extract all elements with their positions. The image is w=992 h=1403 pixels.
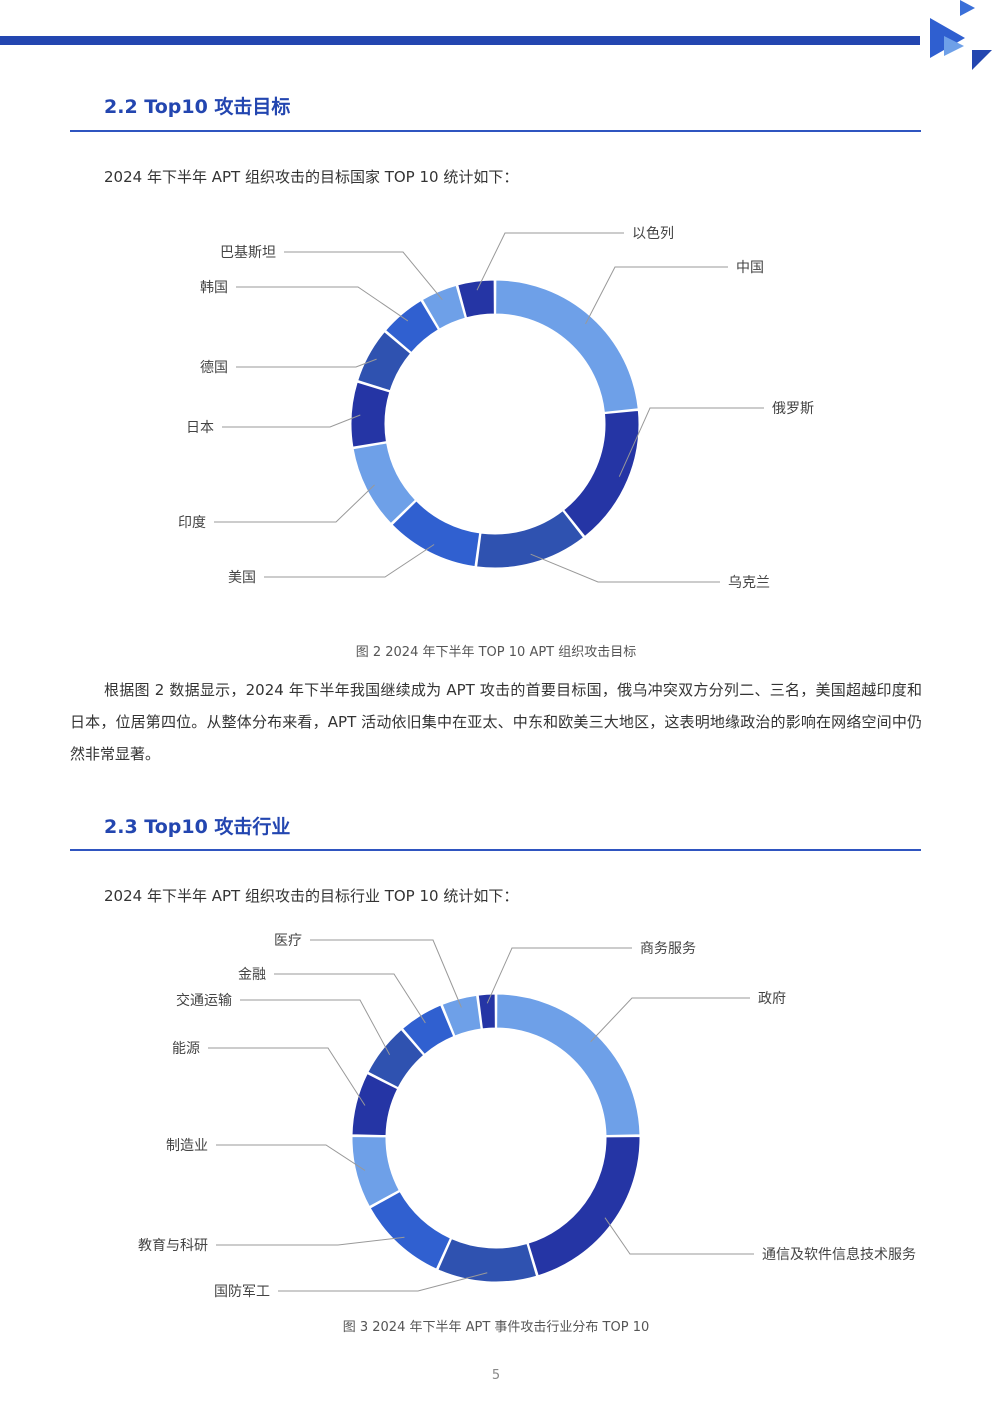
intro-text-industries: 2024 年下半年 APT 组织攻击的目标行业 TOP 10 统计如下： bbox=[104, 887, 519, 905]
donut-slice bbox=[357, 330, 412, 392]
donut-slice bbox=[369, 1190, 452, 1270]
donut-slice bbox=[384, 299, 440, 354]
slice-label: 教育与科研 bbox=[138, 1238, 208, 1254]
leader-line bbox=[530, 553, 720, 583]
leader-line bbox=[222, 414, 361, 428]
leader-line bbox=[274, 973, 426, 1024]
donut-slice bbox=[457, 279, 495, 319]
header-triangles-decoration bbox=[930, 0, 992, 70]
leader-line bbox=[240, 999, 391, 1056]
slice-label: 日本 bbox=[186, 420, 214, 436]
donut-slice bbox=[527, 1136, 641, 1277]
leader-line bbox=[216, 1236, 405, 1246]
leader-line bbox=[278, 1272, 488, 1292]
donut-slice bbox=[391, 500, 481, 568]
figure-caption-2: 图 2 2024 年下半年 TOP 10 APT 组织攻击目标 bbox=[355, 645, 637, 660]
slice-label: 金融 bbox=[238, 967, 266, 983]
slice-label: 巴基斯坦 bbox=[220, 244, 276, 261]
leader-line bbox=[604, 1217, 754, 1255]
leader-line bbox=[585, 266, 728, 325]
donut-slice bbox=[477, 993, 496, 1030]
donut-slice bbox=[350, 381, 391, 448]
donut-slice bbox=[352, 442, 417, 525]
leader-line bbox=[476, 232, 624, 291]
slice-label: 俄罗斯 bbox=[772, 401, 814, 417]
slice-label: 商务服务 bbox=[640, 941, 696, 957]
intro-text-targets: 2024 年下半年 APT 组织攻击的目标国家 TOP 10 统计如下： bbox=[104, 168, 519, 186]
slice-label: 以色列 bbox=[632, 225, 674, 242]
leader-line bbox=[214, 484, 375, 523]
section-divider bbox=[70, 130, 921, 132]
section-heading-targets: 2.2 Top10 攻击目标 bbox=[104, 96, 291, 118]
slice-label: 乌克兰 bbox=[728, 575, 770, 591]
donut-slice bbox=[496, 993, 641, 1137]
industries-donut-svg: 政府通信及软件信息技术服务国防军工 教育与科研 制造业 能源 交通运输金融 医疗商务服务 bbox=[138, 933, 916, 1300]
page-number: 5 bbox=[491, 1368, 501, 1383]
leader-line bbox=[216, 1144, 366, 1171]
donut-slice bbox=[351, 1136, 400, 1208]
section-heading-industries: 2.3 Top10 攻击行业 bbox=[104, 816, 291, 838]
donut-slice bbox=[421, 284, 466, 330]
leader-line bbox=[486, 947, 632, 1004]
slice-label: 韩国 bbox=[200, 280, 228, 296]
donut-slice bbox=[495, 279, 639, 413]
countries-donut-chart: 中国俄罗斯乌克兰 美国 印度 日本 德国 韩国 巴基斯坦 以色列 bbox=[0, 210, 992, 620]
slice-label: 国防军工 bbox=[214, 1284, 270, 1300]
slice-label: 能源 bbox=[172, 1041, 200, 1057]
donut-slice bbox=[437, 1238, 538, 1283]
donut-slice bbox=[441, 994, 482, 1037]
slice-label: 交通运输 bbox=[176, 992, 232, 1009]
donut-slice bbox=[476, 510, 585, 569]
header-bar bbox=[0, 36, 920, 45]
slice-label: 政府 bbox=[758, 991, 786, 1007]
donut-slice bbox=[351, 1072, 399, 1137]
leader-line bbox=[208, 1047, 366, 1106]
section-divider bbox=[70, 849, 921, 851]
slice-label: 中国 bbox=[736, 260, 764, 276]
leader-line bbox=[618, 407, 764, 477]
slice-label: 医疗 bbox=[274, 933, 302, 949]
slice-label: 德国 bbox=[200, 360, 228, 376]
slice-label: 制造业 bbox=[166, 1138, 208, 1154]
leader-line bbox=[284, 251, 443, 301]
industries-donut-chart: 政府通信及软件信息技术服务国防军工 教育与科研 制造业 能源 交通运输 金融 医疗商务服务 bbox=[0, 925, 992, 1310]
leader-line bbox=[590, 997, 750, 1043]
slice-label: 通信及软件信息技术服务 bbox=[762, 1246, 916, 1263]
figure-caption-3: 图 3 2024 年下半年 APT 事件攻击行业分布 TOP 10 bbox=[342, 1320, 650, 1335]
slice-label: 印度 bbox=[178, 515, 206, 531]
analysis-paragraph: 根据图 2 数据显示，2024 年下半年我国继续成为 APT 攻击的首要目标国，… bbox=[70, 681, 922, 763]
leader-line bbox=[236, 286, 409, 322]
donut-slice bbox=[401, 1004, 455, 1056]
donut-slice bbox=[562, 409, 640, 538]
donut-slice bbox=[367, 1028, 425, 1089]
leader-line bbox=[310, 939, 462, 1008]
leader-line bbox=[264, 544, 435, 578]
leader-line bbox=[236, 358, 377, 368]
slice-label: 美国 bbox=[228, 570, 256, 586]
